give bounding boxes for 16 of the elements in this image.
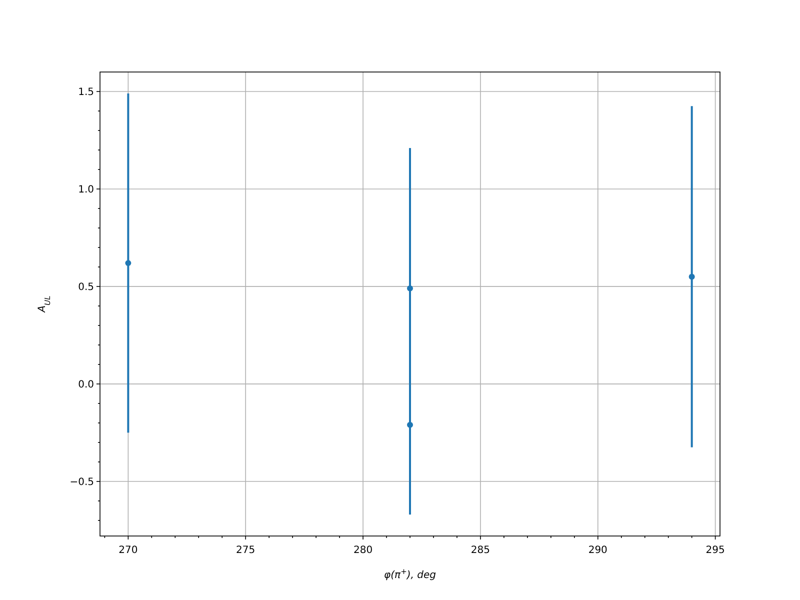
point bbox=[688, 274, 695, 280]
x-tick-label: 275 bbox=[236, 545, 256, 556]
x-tick-label: 285 bbox=[470, 545, 490, 556]
x-tick-label: 270 bbox=[118, 545, 138, 556]
y-tick-label: 0.5 bbox=[78, 282, 94, 293]
y-tick-label: 0.0 bbox=[78, 379, 94, 390]
x-tick-label: 290 bbox=[588, 545, 608, 556]
point bbox=[407, 422, 413, 428]
y-tick-label: 1.5 bbox=[78, 86, 94, 98]
x-tick-label: 280 bbox=[353, 545, 373, 556]
point bbox=[407, 285, 413, 292]
y-tick-label: −0.5 bbox=[70, 476, 94, 488]
x-tick-label: 295 bbox=[706, 545, 725, 556]
y-tick-label: 1.0 bbox=[78, 184, 94, 196]
point bbox=[125, 260, 132, 266]
x-axis-title: φ(π$^{+}$), deg bbox=[384, 566, 436, 581]
